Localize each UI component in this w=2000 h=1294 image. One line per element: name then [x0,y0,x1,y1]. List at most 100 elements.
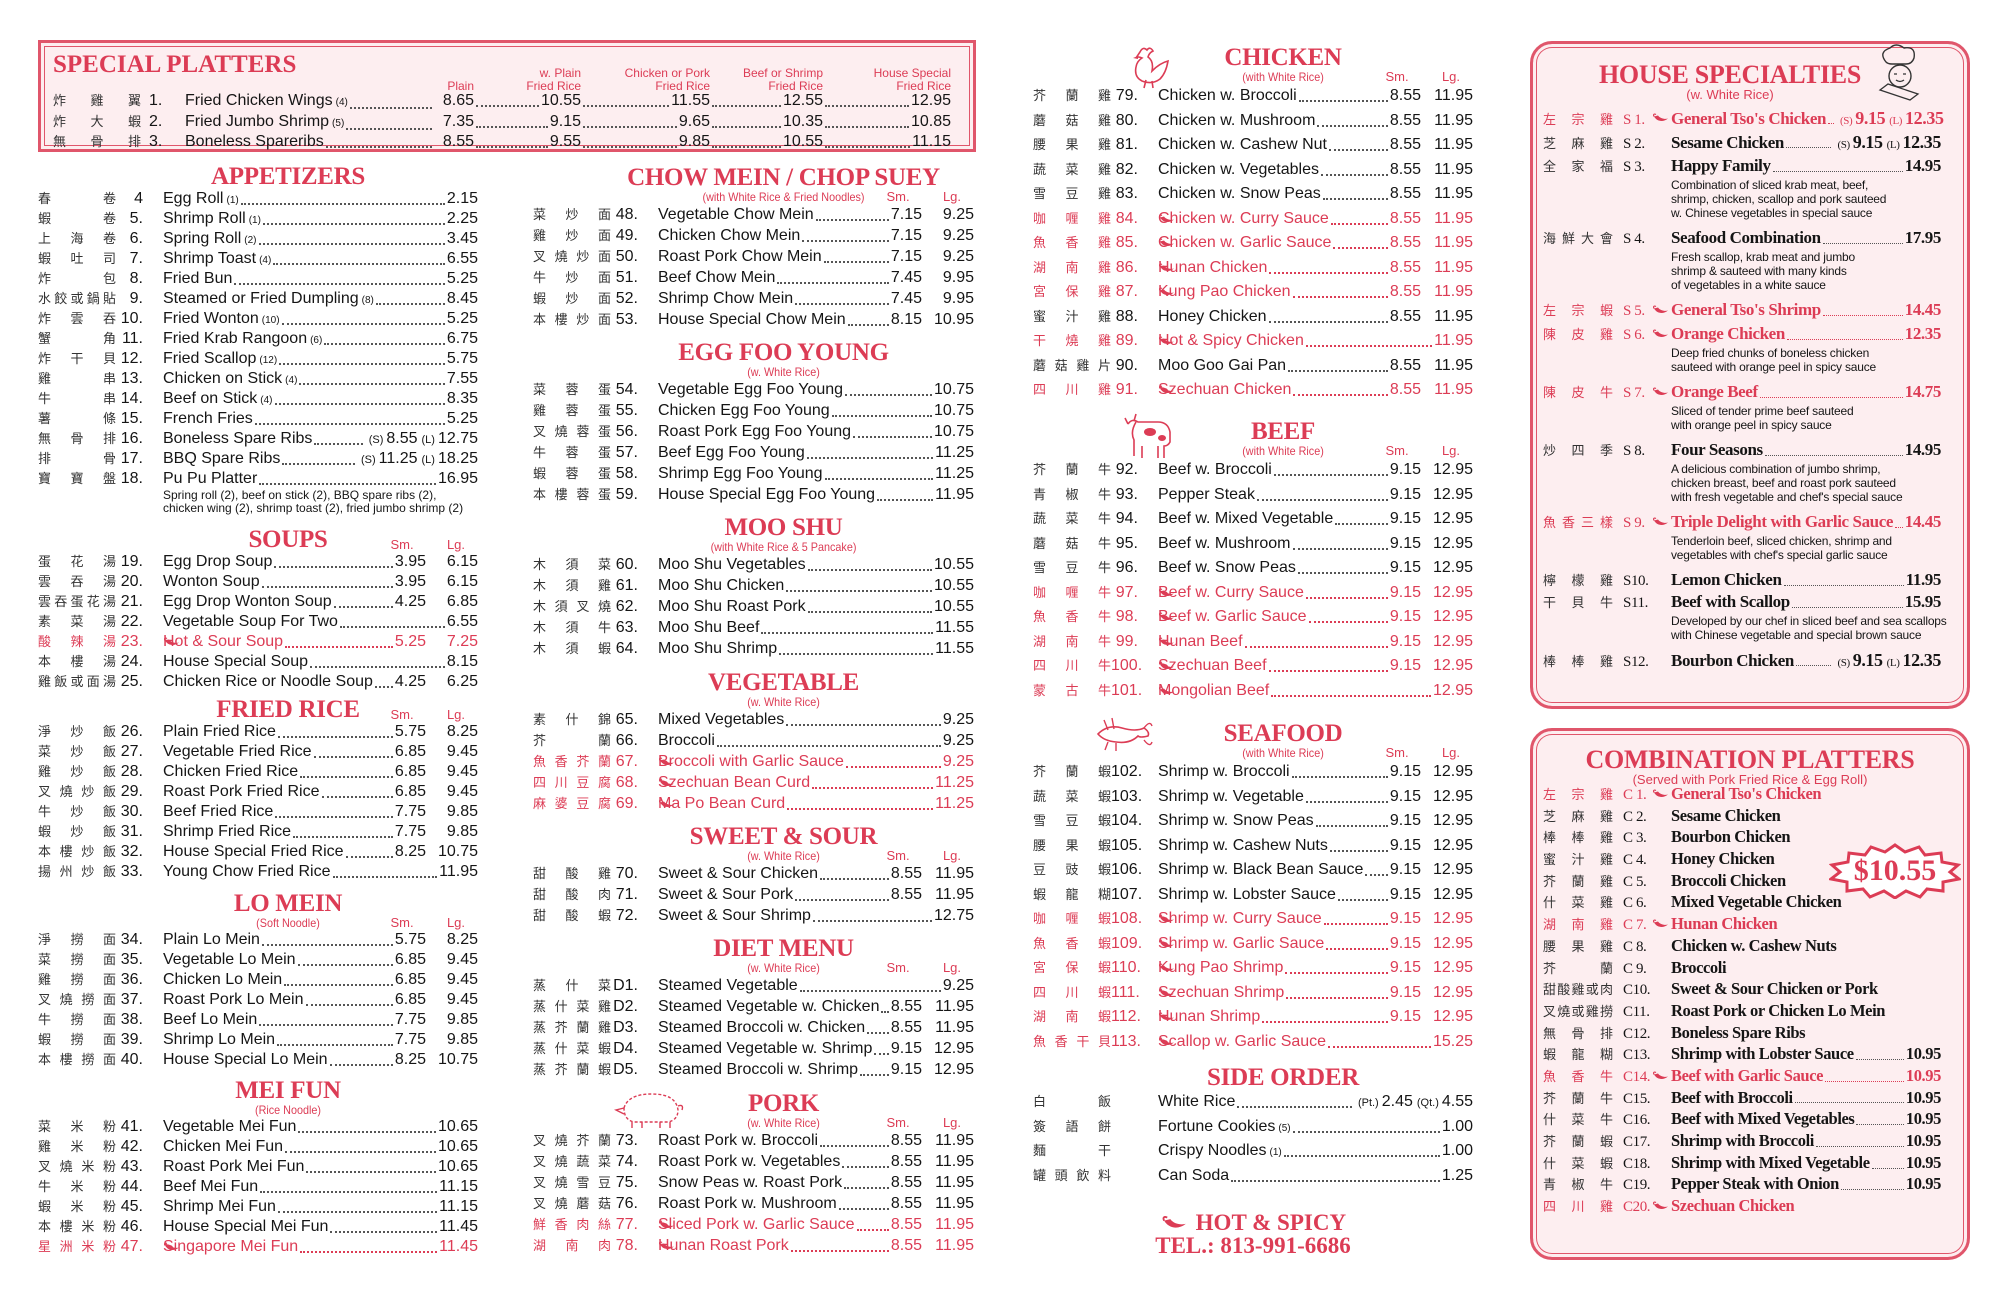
menu-item[interactable]: 芥蘭蝦 102. Shrimp w. Broccoli 9.15 12.95 [1033,760,1473,785]
menu-item[interactable]: 宮保雞 87. Kung Pao Chicken 8.55 11.95 [1033,280,1473,305]
menu-item[interactable]: 芥蘭雞 C 5. Broccoli Chicken [1543,870,1941,892]
menu-item[interactable]: 蝦龍糊 C13. Shrimp with Lobster Sauce 10.95 [1543,1043,1941,1065]
menu-item[interactable]: 蝦龍糊 107. Shrimp w. Lobster Sauce 9.15 12.95 [1033,883,1473,908]
menu-item[interactable]: 什菜牛 C16. Beef with Mixed Vegetables 10.95 [1543,1108,1941,1130]
menu-item[interactable]: 炸雲吞 10. Fried Wonton (10) 5.25 [38,309,478,329]
menu-item[interactable]: 蒸什菜雞 D2. Steamed Vegetable w. Chicken 8.55 1… [533,996,974,1017]
menu-item[interactable]: 叉燒芥蘭 73. Roast Pork w. Broccoli 8.55 11.95 [533,1130,974,1151]
menu-item[interactable]: 薯條 15. French Fries 5.25 [38,409,478,429]
menu-item[interactable]: 蒸什菜蝦 D4. Steamed Vegetable w. Shrimp 9.15 12… [533,1038,974,1059]
special-platter-item[interactable]: 炸雞翼 1. Fried Chicken Wings (4) 8.65 10.55 11.5… [53,91,951,112]
special-platter-item[interactable]: 炸大蝦 2. Fried Jumbo Shrimp (5) 7.35 9.15 9.65 10… [53,112,951,133]
menu-item[interactable]: 棒棒雞 S12. Bourbon Chicken (S) 9.15 (L) 12.35 [1543,648,1941,672]
menu-item[interactable]: 上海卷 6. Spring Roll (2) 3.45 [38,229,478,249]
menu-item[interactable]: 雞炒飯 28. Chicken Fried Rice 6.85 9.45 [38,762,478,782]
menu-item[interactable]: 揚州炒飯 33. Young Chow Fried Rice 11.95 [38,862,478,882]
menu-item[interactable]: 干貝牛 S11. Beef with Scallop 15.95 [1543,590,1941,614]
menu-item[interactable]: 左宗蝦 S 5. General Tso's Shrimp 14.45 [1543,298,1941,322]
menu-item[interactable]: 湖南蝦 112. Hunan Shrimp 9.15 12.95 [1033,1005,1473,1030]
menu-item[interactable]: 蜜汁雞 C 4. Honey Chicken [1543,848,1941,870]
menu-item[interactable]: 芥蘭牛 92. Beef w. Broccoli 9.15 12.95 [1033,458,1473,483]
menu-item[interactable]: 叉燒蔬菜 74. Roast Pork w. Vegetables 8.55 11.95 [533,1151,974,1172]
menu-item[interactable]: 魚香蝦 109. Shrimp w. Garlic Sauce 9.15 12.95 [1033,932,1473,957]
menu-item[interactable]: 春卷 4 Egg Roll (1) 2.15 [38,189,478,209]
menu-item[interactable]: 叉燒蓉蛋 56. Roast Pork Egg Foo Young 10.75 [533,421,974,442]
menu-item[interactable]: 蝦蓉蛋 58. Shrimp Egg Foo Young 11.25 [533,463,974,484]
menu-item[interactable]: 什菜蝦 C18. Shrimp with Mixed Vegetable 10.95 [1543,1152,1941,1174]
menu-item[interactable]: 陳皮牛 S 7. Orange Beef 14.75 [1543,380,1941,404]
menu-item[interactable]: 木須蝦 64. Moo Shu Shrimp 11.55 [533,638,974,659]
menu-item[interactable]: 叉燒或雞撈麵 C11. Roast Pork or Chicken Lo Mein [1543,1000,1941,1022]
menu-item[interactable]: 芝麻雞 S 2. Sesame Chicken (S) 9.15 (L) 12.35 [1543,130,1941,154]
menu-item[interactable]: 水餃或鍋貼 9. Steamed or Fried Dumpling (8) 8.45 [38,289,478,309]
menu-item[interactable]: 雪豆蝦 104. Shrimp w. Snow Peas 9.15 12.95 [1033,809,1473,834]
menu-item[interactable]: 菜蓉蛋 54. Vegetable Egg Foo Young 10.75 [533,379,974,400]
menu-item[interactable]: 菜撈面 35. Vegetable Lo Mein 6.85 9.45 [38,950,478,970]
menu-item[interactable]: 青椒牛 93. Pepper Steak 9.15 12.95 [1033,483,1473,508]
menu-item[interactable]: 干燒雞 89. Hot & Spicy Chicken 11.95 [1033,329,1473,354]
menu-item[interactable]: 木須牛 63. Moo Shu Beef 11.55 [533,617,974,638]
menu-item[interactable]: 湖南肉 78. Hunan Roast Pork 8.55 11.95 [533,1235,974,1256]
menu-item[interactable]: 蝦卷 5. Shrimp Roll (1) 2.25 [38,209,478,229]
menu-item[interactable]: 雲吞蛋花湯 21. Egg Drop Wonton Soup 4.25 6.85 [38,592,478,612]
menu-item[interactable]: 湖南雞 C 7. Hunan Chicken [1543,913,1941,935]
menu-item[interactable]: 木須叉燒 62. Moo Shu Roast Pork 10.55 [533,596,974,617]
menu-item[interactable]: 湖南雞 86. Hunan Chicken 8.55 11.95 [1033,256,1473,281]
menu-item[interactable]: 本樓蓉蛋 59. House Special Egg Foo Young 11.95 [533,484,974,505]
menu-item[interactable]: 青椒牛 C19. Pepper Steak with Onion 10.95 [1543,1173,1941,1195]
menu-item[interactable]: 本樓炒飯 32. House Special Fried Rice 8.25 10.75 [38,842,478,862]
menu-item[interactable]: 叉燒蘑菇 76. Roast Pork w. Mushroom 8.55 11.95 [533,1193,974,1214]
menu-item[interactable]: 雪豆牛 96. Beef w. Snow Peas 9.15 12.95 [1033,556,1473,581]
menu-item[interactable]: 素菜湯 22. Vegetable Soup For Two 6.55 [38,612,478,632]
menu-item[interactable]: 海鮮大會 S 4. Seafood Combination 17.95 [1543,226,1941,250]
menu-item[interactable]: 蘑菇牛 95. Beef w. Mushroom 9.15 12.95 [1033,532,1473,557]
menu-item[interactable]: 菜米粉 41. Vegetable Mei Fun 10.65 [38,1117,478,1137]
menu-item[interactable]: 雞炒面 49. Chicken Chow Mein 7.15 9.25 [533,225,974,246]
menu-item[interactable]: 寶寶盤 18. Pu Pu Platter 16.95 [38,469,478,489]
menu-item[interactable]: 雞米粉 42. Chicken Mei Fun 10.65 [38,1137,478,1157]
menu-item[interactable]: 芥蘭牛 C15. Beef with Broccoli 10.95 [1543,1087,1941,1109]
menu-item[interactable]: 無骨排 16. Boneless Spare Ribs (S) 8.55 (L) 12.75 [38,429,478,449]
menu-item[interactable]: 蒸芥蘭雞 D3. Steamed Broccoli w. Chicken 8.55 11… [533,1017,974,1038]
menu-item[interactable]: 麵干 Crispy Noodles (1) 1.00 [1033,1139,1473,1164]
menu-item[interactable]: 湖南牛 99. Hunan Beef 9.15 12.95 [1033,630,1473,655]
menu-item[interactable]: 本樓炒面 53. House Special Chow Mein 8.15 10.95 [533,309,974,330]
phone-number[interactable]: TEL.: 813-991-6686 [1155,1233,1351,1258]
menu-item[interactable]: 咖喱雞 84. Chicken w. Curry Sauce 8.55 11.95 [1033,207,1473,232]
menu-item[interactable]: 罐頭飲料 Can Soda 1.25 [1033,1164,1473,1189]
menu-item[interactable]: 星洲米粉 47. Singapore Mei Fun 11.45 [38,1237,478,1257]
menu-item[interactable]: 本樓撈面 40. House Special Lo Mein 8.25 10.75 [38,1050,478,1070]
menu-item[interactable]: 甜酸肉 71. Sweet & Sour Pork 8.55 11.95 [533,884,974,905]
menu-item[interactable]: 炸包 8. Fried Bun 5.25 [38,269,478,289]
menu-item[interactable]: 四川雞 91. Szechuan Chicken 8.55 11.95 [1033,378,1473,403]
menu-item[interactable]: 叉燒撈面 37. Roast Pork Lo Mein 6.85 9.45 [38,990,478,1010]
menu-item[interactable]: 蟹角 11. Fried Krab Rangoon (6) 6.75 [38,329,478,349]
menu-item[interactable]: 蝦撈面 39. Shrimp Lo Mein 7.75 9.85 [38,1030,478,1050]
menu-item[interactable]: 蔬菜牛 94. Beef w. Mixed Vegetable 9.15 12.95 [1033,507,1473,532]
menu-item[interactable]: 蝦炒面 52. Shrimp Chow Mein 7.45 9.95 [533,288,974,309]
menu-item[interactable]: 陳皮雞 S 6. Orange Chicken 12.35 [1543,322,1941,346]
menu-item[interactable]: 炒四季 S 8. Four Seasons 14.95 [1543,438,1941,462]
menu-item[interactable]: 牛炒飯 30. Beef Fried Rice 7.75 9.85 [38,802,478,822]
menu-item[interactable]: 叉燒雪豆 75. Snow Peas w. Roast Pork 8.55 11.95 [533,1172,974,1193]
menu-item[interactable]: 四川雞 C20. Szechuan Chicken [1543,1195,1941,1217]
menu-item[interactable]: 雞飯或面湯 25. Chicken Rice or Noodle Soup 4.25 6… [38,672,478,692]
menu-item[interactable]: 淨炒飯 26. Plain Fried Rice 5.75 8.25 [38,722,478,742]
menu-item[interactable]: 雞串 13. Chicken on Stick (4) 7.55 [38,369,478,389]
menu-item[interactable]: 蒙古牛 101. Mongolian Beef 12.95 [1033,679,1473,704]
menu-item[interactable]: 鮮香肉絲 77. Sliced Pork w. Garlic Sauce 8.55 11… [533,1214,974,1235]
menu-item[interactable]: 蝦吐司 7. Shrimp Toast (4) 6.55 [38,249,478,269]
menu-item[interactable]: 左宗雞 S 1. General Tso's Chicken (S) 9.15 (L) 12… [1543,106,1944,130]
menu-item[interactable]: 咖喱蝦 108. Shrimp w. Curry Sauce 9.15 12.95 [1033,907,1473,932]
menu-item[interactable]: 牛蓉蛋 57. Beef Egg Foo Young 11.25 [533,442,974,463]
menu-item[interactable]: 無骨排 C12. Boneless Spare Ribs [1543,1022,1941,1044]
menu-item[interactable]: 本樓湯 24. House Special Soup 8.15 [38,652,478,672]
menu-item[interactable]: 雲吞湯 20. Wonton Soup 3.95 6.15 [38,572,478,592]
menu-item[interactable]: 叉燒米粉 43. Roast Pork Mei Fun 10.65 [38,1157,478,1177]
menu-item[interactable]: 芥蘭 C 9. Broccoli [1543,957,1941,979]
menu-item[interactable]: 全家福 S 3. Happy Family 14.95 [1543,154,1941,178]
menu-item[interactable]: 簽語餅 Fortune Cookies (5) 1.00 [1033,1115,1473,1140]
menu-item[interactable]: 叉燒炒面 50. Roast Pork Chow Mein 7.15 9.25 [533,246,974,267]
menu-item[interactable]: 四川牛 100. Szechuan Beef 9.15 12.95 [1033,654,1473,679]
menu-item[interactable]: 雪豆雞 83. Chicken w. Snow Peas 8.55 11.95 [1033,182,1473,207]
